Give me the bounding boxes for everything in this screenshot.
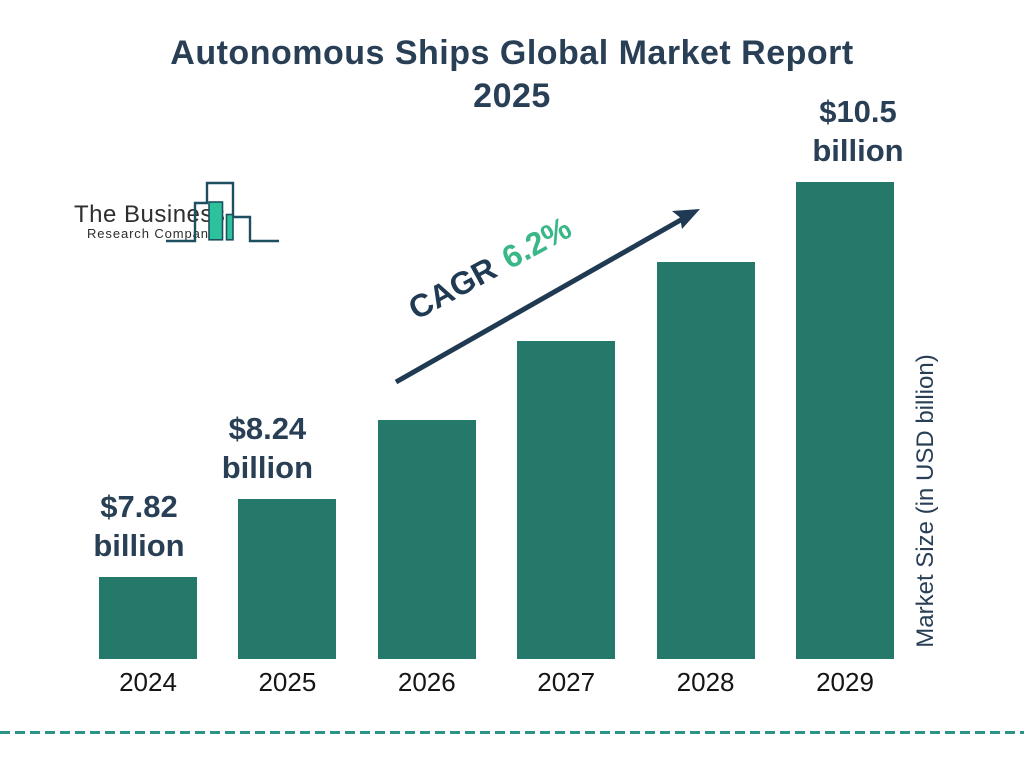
x-tick-2027: 2027: [537, 667, 596, 697]
x-tick-2028: 2028: [676, 667, 735, 697]
x-tick-2026: 2026: [397, 667, 456, 697]
bar-2025: [238, 499, 337, 659]
value-line2: billion: [221, 450, 314, 485]
x-tick-2025: 2025: [258, 667, 317, 697]
x-tick-2024: 2024: [119, 667, 177, 697]
bar-2026: [377, 420, 476, 659]
value-label-2024: $7.82 billion: [49, 487, 229, 565]
value-label-2025: $8.24 billion: [177, 409, 357, 487]
logo-text-primary: The Business: [74, 201, 226, 228]
y-axis-label: Market Size (in USD billion): [912, 354, 939, 648]
bottom-dashed-divider: [0, 731, 1024, 734]
bar-2024: [99, 577, 197, 659]
chart-title-line1: Autonomous Ships Global Market Report: [170, 34, 854, 72]
bar-2027: [517, 341, 616, 659]
value-line2: billion: [812, 133, 904, 168]
x-tick-2029: 2029: [816, 667, 874, 697]
logo-bars-icon: [166, 181, 279, 243]
value-line2: billion: [93, 528, 185, 563]
bar-2029: [796, 182, 894, 659]
chart-title-line2: 2025: [473, 77, 551, 115]
logo-text-secondary: Research Company: [87, 226, 217, 241]
value-line1: $7.82: [100, 489, 178, 524]
value-label-2029: $10.5 billion: [768, 92, 948, 170]
value-line1: $8.24: [228, 411, 307, 446]
chart-title: Autonomous Ships Global Market Report 20…: [0, 32, 1024, 118]
bar-2028: [656, 262, 755, 659]
value-line1: $10.5: [819, 94, 897, 129]
